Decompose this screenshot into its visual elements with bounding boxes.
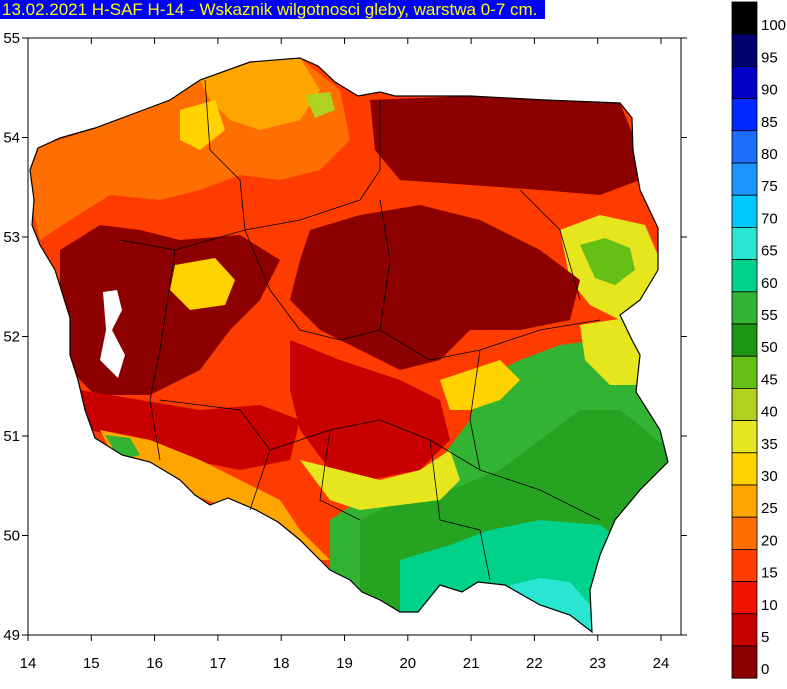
y-axis: 55 54 53 52 51 50 49 — [3, 30, 687, 644]
x-axis: 14 15 16 17 18 19 20 21 22 23 24 — [20, 38, 670, 672]
zone-southwest-green — [105, 435, 140, 460]
legend-label: 50 — [761, 339, 778, 356]
zone-east-green — [580, 238, 635, 285]
legend-label: 70 — [761, 210, 778, 227]
legend-label: 55 — [761, 307, 778, 324]
y-tick-label: 55 — [3, 30, 20, 47]
legend-swatch — [731, 420, 758, 454]
zone-center-yellow — [170, 258, 235, 310]
zone-northwest-amber — [200, 58, 320, 130]
legend-swatch — [731, 226, 758, 260]
legend-label: 60 — [761, 275, 778, 292]
zone-central-dark — [290, 205, 580, 370]
x-tick-label: 17 — [210, 655, 227, 672]
zone-south-yellow — [300, 450, 460, 510]
legend-label: 30 — [761, 468, 778, 485]
legend-label: 35 — [761, 436, 778, 453]
legend-label: 95 — [761, 49, 778, 66]
x-tick-label: 15 — [83, 655, 100, 672]
x-tick-label: 14 — [20, 655, 37, 672]
x-tick-label: 21 — [463, 655, 480, 672]
legend-swatch — [731, 613, 758, 647]
legend-swatch — [731, 130, 758, 164]
y-tick-label: 54 — [3, 130, 20, 147]
legend-swatch — [731, 323, 758, 357]
zone-north-yellowgreen — [305, 92, 335, 118]
legend-swatch — [731, 516, 758, 550]
legend-label: 0 — [761, 661, 769, 678]
x-tick-label: 23 — [589, 655, 606, 672]
legend-swatch — [731, 259, 758, 293]
zone-north-yellow — [180, 100, 225, 150]
y-tick-label: 50 — [3, 528, 20, 545]
y-tick-label: 52 — [3, 329, 20, 346]
legend-label: 75 — [761, 178, 778, 195]
zone-east-yellow-2 — [580, 318, 640, 385]
y-tick-label: 49 — [3, 627, 20, 644]
zone-northeast-dark — [370, 96, 640, 195]
province-borders — [119, 79, 601, 581]
map-title: 13.02.2021 H-SAF H-14 - Wskaznik wilgotn… — [0, 0, 546, 19]
x-tick-label: 19 — [336, 655, 353, 672]
x-tick-label: 22 — [526, 655, 543, 672]
legend-label: 85 — [761, 114, 778, 131]
zone-central-red — [290, 340, 450, 480]
legend-swatch — [731, 645, 758, 679]
y-tick-label: 51 — [3, 428, 20, 445]
legend-swatch — [731, 33, 758, 67]
zone-west-red — [80, 390, 300, 470]
legend-label: 40 — [761, 404, 778, 421]
legend-swatch — [731, 387, 758, 421]
legend-swatch — [731, 549, 758, 583]
legend-swatch — [731, 452, 758, 486]
zone-south-amber — [440, 360, 520, 410]
legend-swatch — [731, 581, 758, 615]
legend-swatch — [731, 291, 758, 325]
x-tick-label: 16 — [146, 655, 163, 672]
legend-label: 90 — [761, 82, 778, 99]
legend-label: 5 — [761, 629, 769, 646]
legend-label: 20 — [761, 532, 778, 549]
legend-swatch — [731, 1, 758, 35]
legend-swatch — [731, 162, 758, 196]
legend: 1009590858075706560555045403530252015105… — [731, 1, 786, 679]
legend-label: 80 — [761, 146, 778, 163]
legend-swatch — [731, 66, 758, 100]
legend-label: 100 — [761, 17, 786, 34]
y-tick-label: 53 — [3, 229, 20, 246]
legend-swatch — [731, 194, 758, 228]
legend-label: 65 — [761, 243, 778, 260]
legend-label: 45 — [761, 371, 778, 388]
legend-label: 10 — [761, 597, 778, 614]
legend-swatch — [731, 484, 758, 518]
x-tick-label: 20 — [399, 655, 416, 672]
legend-label: 15 — [761, 565, 778, 582]
x-tick-label: 18 — [273, 655, 290, 672]
legend-swatch — [731, 98, 758, 132]
x-tick-label: 24 — [653, 655, 670, 672]
legend-label: 25 — [761, 500, 778, 517]
legend-swatch — [731, 355, 758, 389]
zone-west-white — [100, 290, 125, 378]
